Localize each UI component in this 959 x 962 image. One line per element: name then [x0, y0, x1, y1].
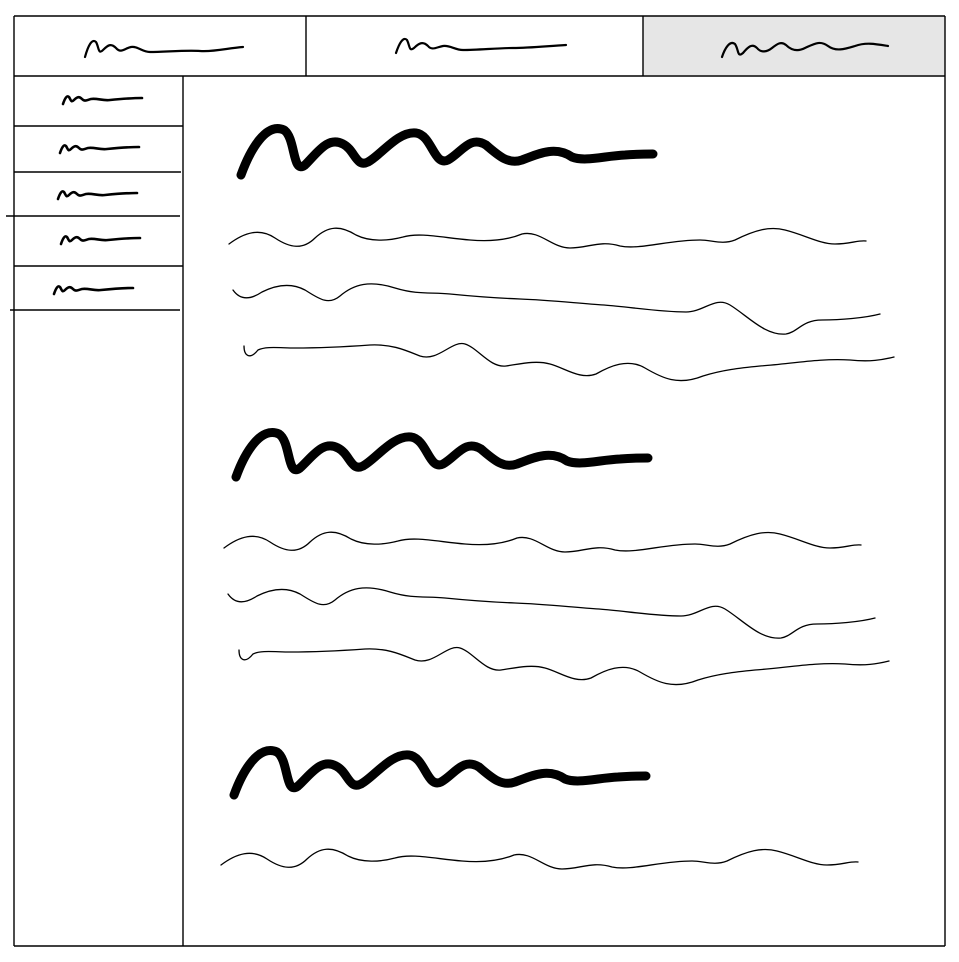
sidebar-item-2[interactable] [14, 126, 183, 172]
tab-3[interactable] [643, 16, 945, 76]
tab-1[interactable] [14, 16, 306, 76]
section-1-line-1 [229, 228, 866, 248]
section-3-heading [234, 751, 646, 795]
sidebar-item-5[interactable] [10, 266, 183, 310]
content-section-1 [229, 129, 894, 381]
section-2-line-3 [239, 648, 889, 685]
sidebar-item-1[interactable] [14, 76, 183, 126]
sidebar [6, 76, 183, 310]
section-2-heading [236, 433, 648, 477]
section-2-line-1 [224, 532, 861, 552]
content-section-2 [224, 433, 889, 685]
sidebar-item-3[interactable] [6, 172, 183, 216]
content-section-3 [221, 751, 858, 869]
section-1-line-3 [244, 344, 894, 381]
section-1-heading [241, 129, 653, 175]
tab-bar [14, 16, 945, 76]
section-2-line-2 [228, 588, 875, 638]
main-content [221, 129, 894, 869]
section-3-line-1 [221, 849, 858, 869]
section-1-line-2 [233, 284, 880, 334]
tab-2[interactable] [306, 16, 643, 76]
sidebar-item-4[interactable] [14, 216, 183, 266]
